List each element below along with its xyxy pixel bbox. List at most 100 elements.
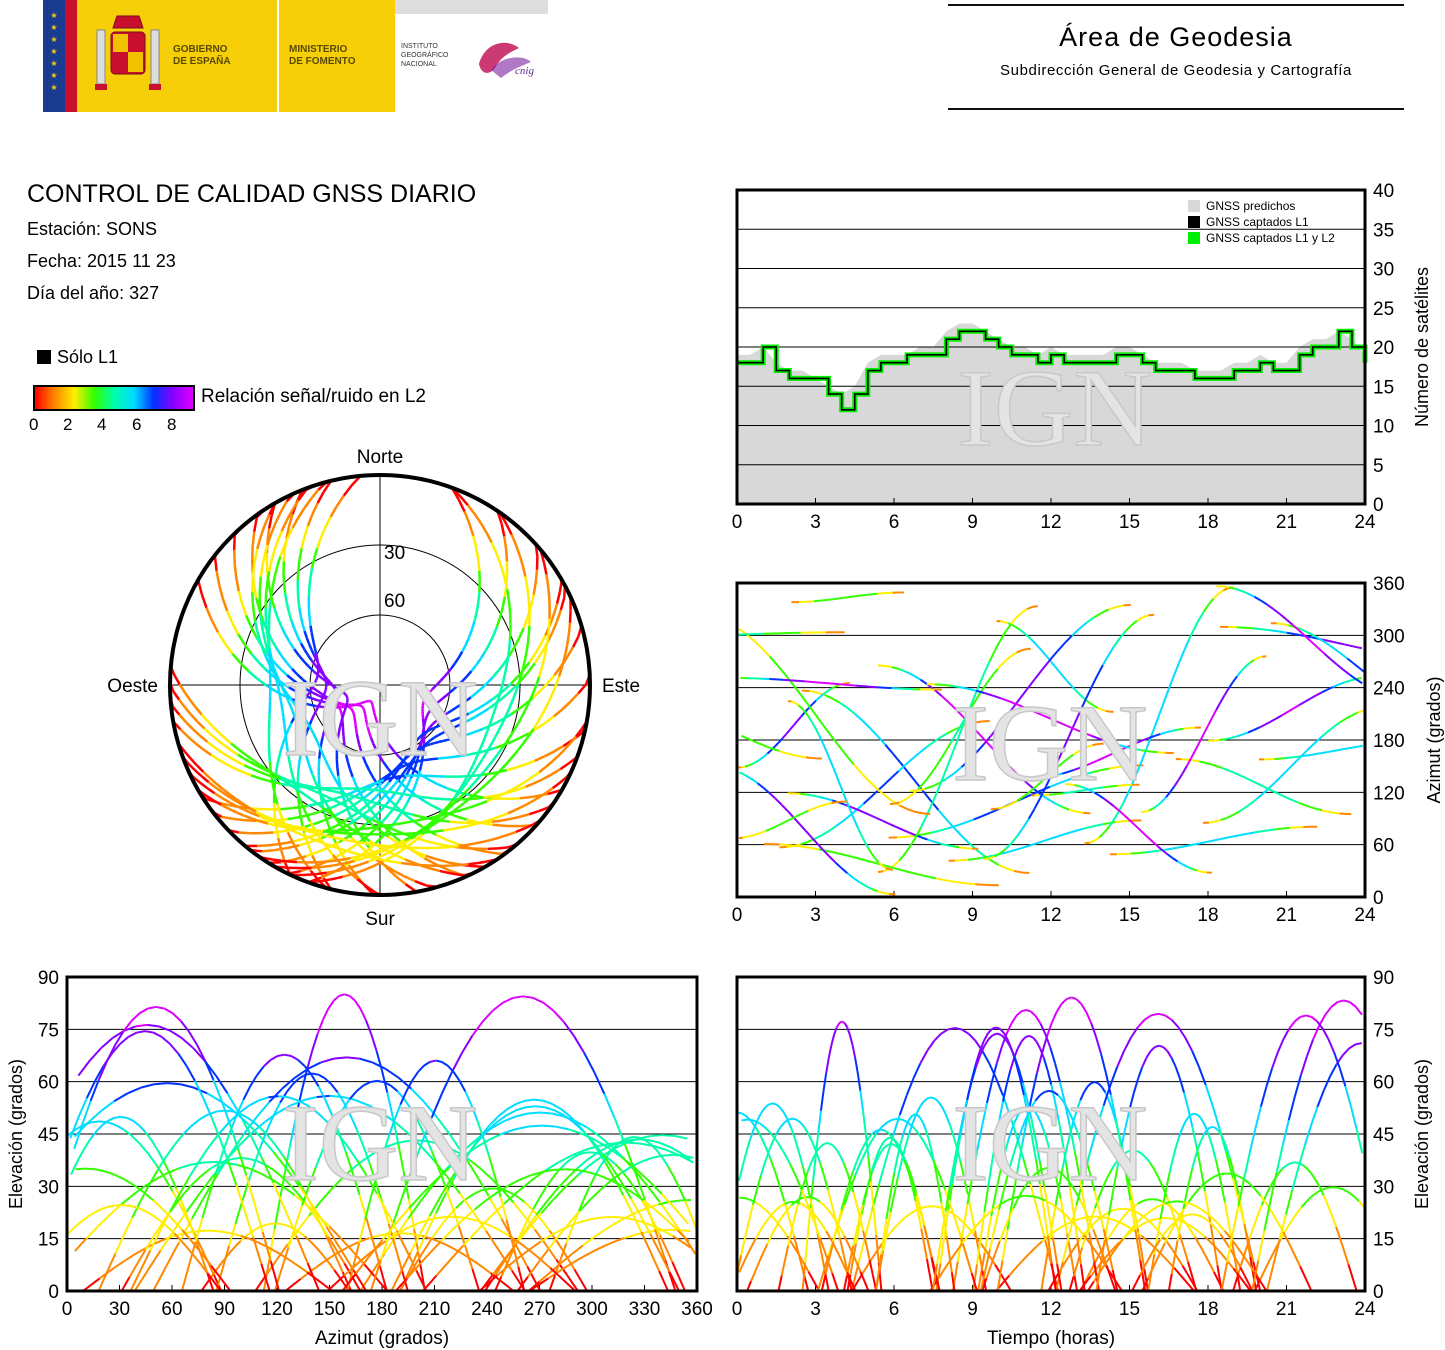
az-track-seg	[1222, 585, 1230, 589]
elaz-track-seg	[526, 1266, 542, 1292]
sky-track-seg	[416, 736, 421, 741]
elaz-track-seg	[323, 1256, 331, 1265]
sky-track-seg	[345, 838, 353, 843]
elaz-track-seg	[644, 1139, 652, 1146]
sky-track-seg	[434, 740, 439, 745]
az-track-seg	[1339, 717, 1347, 724]
sky-track-seg	[346, 761, 352, 770]
az-track-seg	[848, 684, 856, 687]
sky-track-seg	[212, 799, 222, 806]
az-track-seg	[1310, 753, 1317, 756]
elaz-track-seg	[595, 1244, 606, 1251]
az-track-seg	[834, 861, 843, 869]
elaz-track-seg	[198, 1145, 211, 1162]
sky-track-seg	[287, 816, 298, 821]
sky-track-seg	[302, 660, 310, 668]
elaz-track-seg	[370, 1033, 378, 1052]
elt-track-seg	[1050, 1011, 1058, 1024]
sky-track-seg	[315, 705, 320, 712]
az-track-seg	[1021, 648, 1027, 652]
elt-track-seg	[967, 1033, 977, 1042]
az-track-seg	[1093, 704, 1099, 709]
sky-track-seg	[316, 491, 325, 504]
elaz-track-seg	[397, 1142, 405, 1171]
sky-track-seg	[280, 776, 288, 781]
elt-track-seg	[799, 1121, 806, 1128]
sky-track-seg	[297, 800, 301, 811]
elt-track-seg	[793, 1203, 799, 1218]
az-track-seg	[1165, 791, 1171, 798]
sky-track-seg	[492, 707, 497, 714]
elaz-track-seg	[324, 1099, 334, 1116]
az-track-seg	[955, 708, 964, 718]
sky-track-seg	[427, 738, 432, 744]
az-track-seg	[1285, 618, 1294, 626]
az-track-seg	[1115, 820, 1123, 824]
elaz-track-seg	[235, 1240, 242, 1247]
az-track-seg	[988, 855, 995, 860]
az-track-seg	[934, 683, 944, 686]
az-track-seg	[780, 821, 786, 825]
elaz-track-seg	[497, 1108, 509, 1117]
sky-track-seg	[250, 774, 260, 780]
az-track-seg	[1054, 802, 1063, 808]
ministerio-block: MINISTERIO DE FOMENTO	[279, 0, 395, 112]
sky-track-seg	[389, 790, 395, 794]
elaz-track-seg	[318, 1250, 326, 1258]
sky-track-seg	[274, 761, 280, 772]
elaz-track-seg	[527, 1262, 540, 1278]
elaz-track-seg	[570, 1154, 578, 1160]
elaz-track-seg	[535, 1105, 545, 1109]
az-track-seg	[930, 792, 938, 806]
az-track-seg	[1033, 710, 1043, 716]
elt-track-seg	[839, 1155, 845, 1164]
elaz-track-seg	[245, 1175, 256, 1204]
sky-track-seg	[335, 816, 343, 823]
elaz-track-seg	[637, 1219, 647, 1225]
az-track-seg	[1004, 621, 1009, 625]
sky-track-seg	[280, 707, 285, 713]
sky-track-seg	[379, 789, 385, 793]
elaz-track-seg	[147, 1211, 155, 1218]
sky-track-seg	[384, 789, 390, 794]
sky-track-seg	[415, 759, 421, 763]
elaz-track-seg	[338, 1247, 354, 1270]
elaz-track-seg	[135, 1023, 148, 1028]
sky-track-seg	[458, 721, 466, 727]
az-track-seg	[1108, 605, 1117, 611]
elaz-track-seg	[619, 1216, 629, 1220]
sky-track-seg	[490, 836, 500, 842]
ring-label: 60	[384, 591, 405, 612]
sky-track-seg	[542, 562, 548, 575]
elaz-track-seg	[282, 1185, 296, 1196]
elt-track-seg	[1156, 1198, 1162, 1203]
az-track-seg	[1035, 782, 1041, 788]
az-track-seg	[994, 639, 1002, 651]
sky-track-seg	[342, 736, 346, 743]
elaz-track-seg	[177, 1053, 188, 1067]
az-track-seg	[1096, 757, 1103, 762]
sky-track-seg	[339, 717, 344, 723]
sky-track-seg	[448, 871, 460, 876]
elaz-track-seg	[578, 1199, 591, 1212]
elt-track-seg	[782, 1112, 789, 1121]
az-track-seg	[1202, 725, 1209, 735]
sky-track-seg	[298, 607, 303, 617]
elaz-track-seg	[573, 1269, 582, 1281]
elaz-track-seg	[399, 1091, 408, 1105]
az-track-seg	[953, 766, 963, 774]
x-tick-label: 24	[1354, 512, 1376, 533]
sky-track-seg	[406, 750, 411, 756]
legend-swatch	[1188, 216, 1200, 228]
elaz-track-seg	[474, 1261, 484, 1269]
elt-track-seg	[1269, 1179, 1276, 1188]
elt-track-seg	[807, 1271, 815, 1282]
elt-track-seg	[1290, 1213, 1298, 1223]
az-track-seg	[1304, 635, 1313, 643]
elaz-track-seg	[295, 1092, 303, 1117]
elt-track-seg	[1142, 1198, 1148, 1203]
az-track-seg	[926, 771, 933, 779]
elt-track-seg	[1033, 1110, 1039, 1117]
az-track-seg	[1130, 852, 1138, 855]
az-track-seg	[1102, 754, 1109, 760]
